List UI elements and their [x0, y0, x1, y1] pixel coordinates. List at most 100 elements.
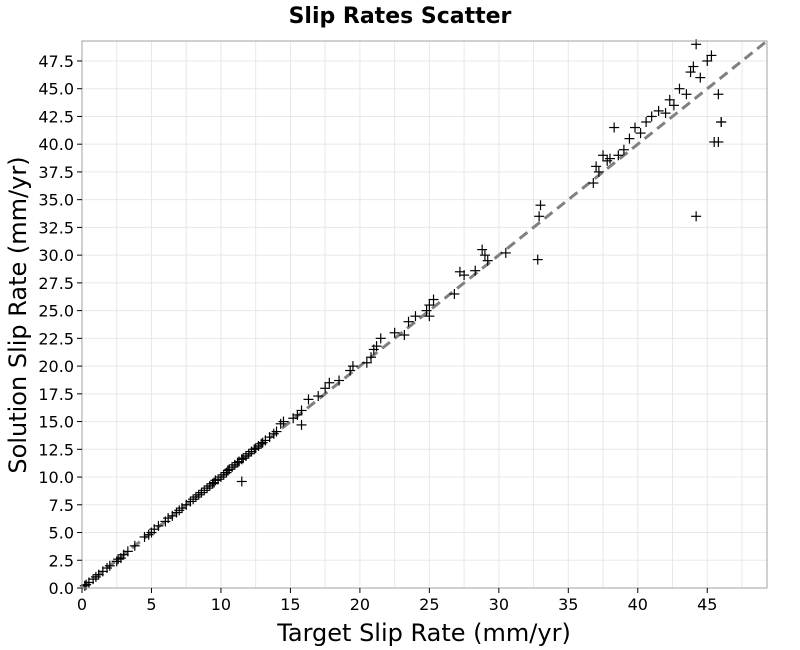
data-point: [361, 357, 372, 368]
data-point: [334, 375, 345, 386]
data-point: [681, 89, 692, 100]
data-point: [278, 416, 289, 427]
y-tick-label: 17.5: [38, 385, 74, 404]
y-tick-label: 2.5: [49, 551, 74, 570]
y-tick-label: 5.0: [49, 524, 74, 543]
data-point: [410, 311, 421, 322]
data-point: [500, 247, 511, 258]
data-point: [630, 122, 641, 133]
x-tick-label: 35: [558, 595, 578, 614]
data-point: [702, 55, 713, 66]
data-point: [706, 50, 717, 61]
data-point: [534, 211, 545, 222]
data-point: [303, 394, 314, 405]
data-point: [375, 333, 386, 344]
data-point: [695, 72, 706, 83]
data-point: [598, 150, 609, 161]
x-tick-label: 5: [146, 595, 156, 614]
y-tick-label: 47.5: [38, 52, 74, 71]
data-point: [313, 391, 324, 402]
data-point: [129, 540, 140, 551]
y-tick-label: 20.0: [38, 357, 74, 376]
y-tick-label: 40.0: [38, 135, 74, 154]
data-point: [635, 128, 646, 139]
data-point: [399, 330, 410, 341]
data-point: [713, 89, 724, 100]
x-tick-label: 0: [77, 595, 87, 614]
data-point: [588, 178, 599, 189]
y-tick-label: 10.0: [38, 468, 74, 487]
data-point: [660, 108, 671, 119]
y-tick-label: 42.5: [38, 107, 74, 126]
data-point: [713, 136, 724, 147]
x-tick-label: 10: [211, 595, 231, 614]
data-point: [716, 116, 727, 127]
data-point: [347, 361, 358, 372]
x-tick-label: 30: [489, 595, 509, 614]
data-point: [646, 111, 657, 122]
y-axis-ticks: 0.0 2.5 5.0 7.5 10.0 12.5 15.0 17.5 20.0 22.5 25.0…: [38, 52, 82, 598]
x-tick-label: 20: [350, 595, 370, 614]
chart-title: Slip Rates Scatter: [289, 4, 512, 29]
y-tick-label: 45.0: [38, 80, 74, 99]
y-tick-label: 35.0: [38, 191, 74, 210]
data-point: [139, 531, 150, 542]
y-tick-label: 32.5: [38, 218, 74, 237]
x-axis-label: Target Slip Rate (mm/yr): [276, 619, 571, 647]
data-point: [688, 61, 699, 72]
data-point: [324, 377, 335, 388]
x-tick-label: 40: [628, 595, 648, 614]
data-point: [449, 288, 460, 299]
y-tick-label: 0.0: [49, 579, 74, 598]
data-points: [79, 39, 727, 591]
data-point: [477, 244, 488, 255]
data-point: [236, 476, 247, 487]
data-point: [104, 560, 115, 571]
y-tick-label: 15.0: [38, 413, 74, 432]
data-point: [532, 254, 543, 265]
data-point: [613, 150, 624, 161]
data-point: [674, 83, 685, 94]
data-point: [609, 122, 620, 133]
data-point: [389, 327, 400, 338]
y-tick-label: 27.5: [38, 274, 74, 293]
data-point: [664, 94, 675, 105]
reference-line: [81, 39, 768, 590]
data-point: [482, 255, 493, 266]
x-axis-ticks: 0 5 10 15 20 25 30 35 40 45: [77, 588, 717, 614]
y-tick-label: 37.5: [38, 163, 74, 182]
data-point: [459, 270, 470, 281]
y-axis-label: Solution Slip Rate (mm/yr): [4, 156, 32, 473]
data-point: [403, 316, 414, 327]
data-point: [271, 426, 282, 437]
y-tick-label: 30.0: [38, 246, 74, 265]
data-point: [296, 405, 307, 416]
x-tick-label: 15: [280, 595, 300, 614]
data-point: [371, 341, 382, 352]
data-point: [122, 546, 133, 557]
plot-area: [81, 40, 768, 589]
y-tick-label: 12.5: [38, 440, 74, 459]
data-point: [366, 352, 377, 363]
data-point: [591, 161, 602, 172]
y-tick-label: 25.0: [38, 302, 74, 321]
data-point: [624, 133, 635, 144]
data-point: [428, 294, 439, 305]
data-point: [424, 311, 435, 322]
data-point: [421, 305, 432, 316]
data-point: [604, 153, 615, 164]
data-point: [691, 211, 702, 222]
data-point: [163, 513, 174, 524]
data-point: [296, 419, 307, 430]
data-point: [153, 520, 164, 531]
data-point: [593, 166, 604, 177]
data-point: [618, 144, 629, 155]
data-point: [292, 409, 303, 420]
data-point: [470, 265, 481, 276]
data-point: [668, 100, 679, 111]
data-point: [535, 200, 546, 211]
data-point: [320, 383, 331, 394]
data-point: [479, 250, 490, 261]
data-point: [641, 116, 652, 127]
data-point: [685, 67, 696, 78]
